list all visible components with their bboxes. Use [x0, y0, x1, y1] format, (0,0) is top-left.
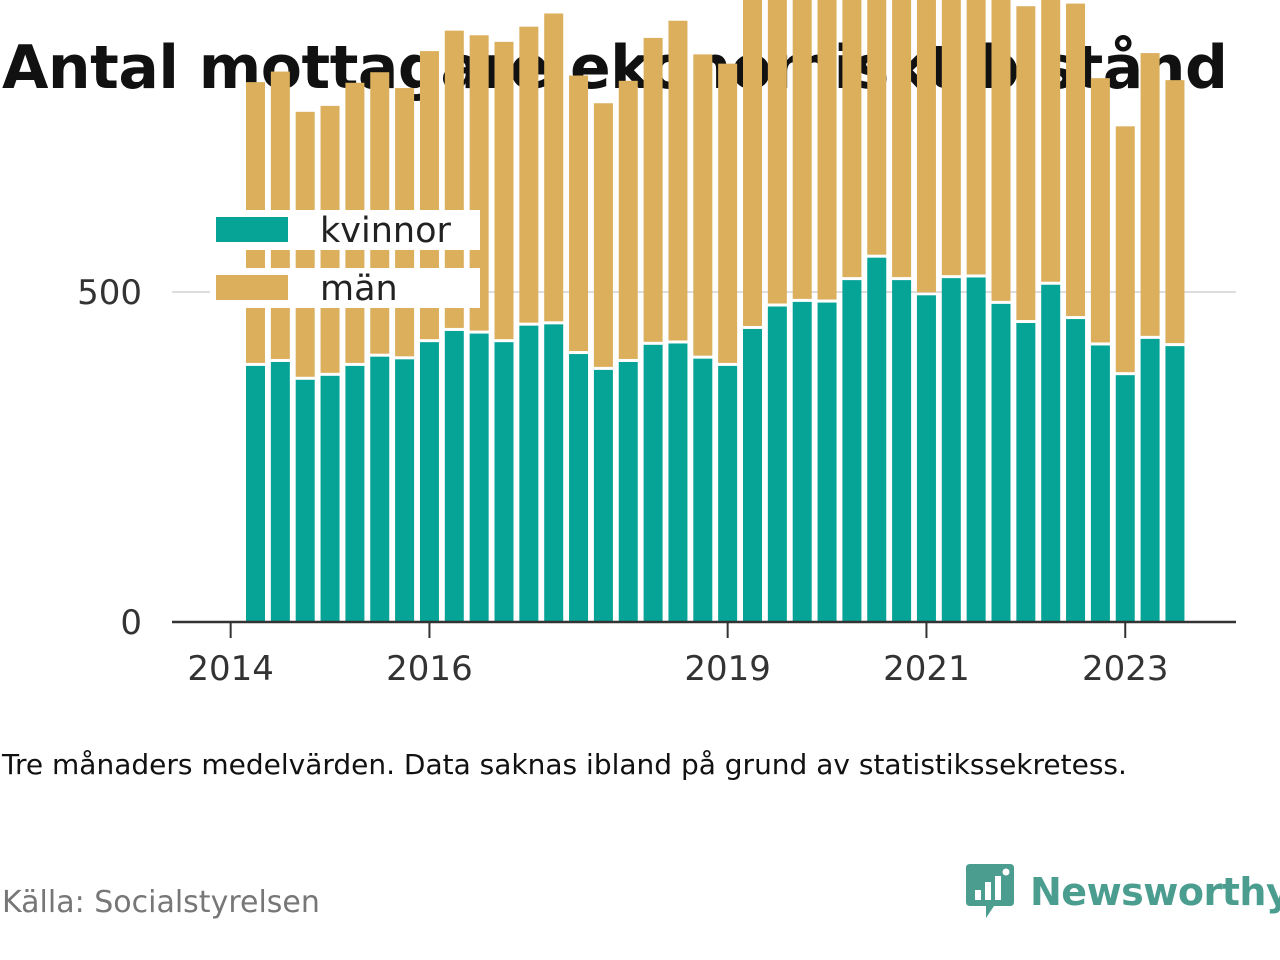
bar-kvinnor [743, 328, 762, 622]
bar-man [1041, 0, 1061, 282]
bar-kvinnor [892, 280, 912, 622]
bar-man [1016, 6, 1036, 321]
bar-man [519, 26, 539, 323]
bar-kvinnor [668, 343, 688, 622]
legend: kvinnor män [210, 210, 480, 309]
bar-kvinnor [693, 358, 713, 622]
bar-kvinnor [1165, 346, 1185, 622]
bar-man [618, 80, 638, 359]
bar-kvinnor [270, 361, 290, 622]
bar-man [569, 75, 589, 352]
bar-man [867, 0, 887, 255]
newsworthy-logo-icon [966, 864, 1014, 918]
bar-kvinnor [966, 277, 986, 622]
brand-name: Newsworthy [1030, 870, 1280, 914]
x-tick-label: 2021 [883, 649, 970, 689]
bar-kvinnor [295, 379, 315, 622]
bar-man [419, 51, 439, 340]
bar-kvinnor [1041, 284, 1061, 622]
bar-man [1140, 53, 1160, 336]
x-tick-label: 2023 [1082, 649, 1169, 689]
bar-kvinnor [643, 344, 663, 622]
bar-kvinnor [320, 375, 340, 622]
bar-man [991, 0, 1011, 301]
bar-kvinnor [991, 303, 1011, 622]
chart-note: Tre månaders medelvärden. Data saknas ib… [2, 748, 1127, 781]
bar-man [668, 20, 688, 341]
x-tick-label: 2014 [187, 649, 274, 689]
bar-man [892, 0, 912, 278]
x-tick-label: 2016 [386, 649, 473, 689]
bar-kvinnor [569, 354, 589, 622]
bar-kvinnor [519, 325, 539, 622]
bar-kvinnor [792, 301, 812, 622]
bar-kvinnor [867, 257, 887, 622]
legend-swatch [216, 217, 288, 242]
legend-label: kvinnor [320, 211, 451, 251]
bar-kvinnor [444, 330, 464, 622]
source-text: Källa: Socialstyrelsen [2, 885, 320, 920]
bar-kvinnor [1090, 345, 1110, 622]
bar-man [643, 37, 663, 342]
bar-man [444, 30, 464, 328]
bar-man [743, 0, 762, 326]
bar-man [767, 0, 787, 304]
bar-kvinnor [345, 365, 365, 622]
bar-kvinnor [593, 369, 613, 622]
bars [246, 0, 1185, 622]
bar-man [494, 41, 514, 340]
bar-kvinnor [1066, 319, 1086, 622]
legend-swatch [216, 275, 288, 300]
bar-man [1090, 78, 1110, 343]
bar-kvinnor [469, 333, 489, 622]
legend-label: män [320, 269, 398, 309]
y-tick-label: 500 [77, 273, 142, 313]
bar-kvinnor [767, 306, 787, 622]
y-tick-label: 0 [120, 603, 142, 643]
bar-kvinnor [618, 361, 638, 622]
axes: 05001 00020142016201920212023 [77, 273, 1236, 689]
bar-man [941, 0, 961, 276]
bar-man [1115, 126, 1135, 373]
bar-kvinnor [395, 359, 415, 622]
brand-logo: Newsworthy [964, 862, 1280, 922]
bar-kvinnor [544, 324, 564, 622]
bar-man [718, 63, 738, 363]
bar-man [966, 0, 986, 275]
bar-man [469, 35, 489, 331]
bar-kvinnor [1115, 375, 1135, 622]
bar-man [693, 54, 713, 356]
bar-kvinnor [370, 356, 390, 622]
bar-kvinnor [916, 295, 936, 622]
bar-man [792, 0, 812, 299]
bar-man [916, 0, 936, 293]
bar-kvinnor [246, 365, 265, 622]
bar-kvinnor [1016, 323, 1036, 622]
bar-man [842, 0, 862, 278]
bar-kvinnor [817, 302, 837, 622]
bar-man [544, 13, 564, 322]
bar-kvinnor [419, 342, 439, 622]
bar-kvinnor [494, 342, 514, 622]
bar-man [1165, 80, 1185, 344]
bar-man [1066, 3, 1086, 317]
bar-kvinnor [1140, 338, 1160, 622]
bar-man [817, 0, 837, 300]
bar-kvinnor [718, 365, 738, 622]
bar-man [593, 103, 613, 367]
bar-kvinnor [842, 280, 862, 622]
bar-kvinnor [941, 278, 961, 622]
x-tick-label: 2019 [684, 649, 771, 689]
